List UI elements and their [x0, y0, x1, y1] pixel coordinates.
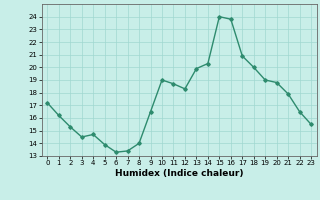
X-axis label: Humidex (Indice chaleur): Humidex (Indice chaleur)	[115, 169, 244, 178]
